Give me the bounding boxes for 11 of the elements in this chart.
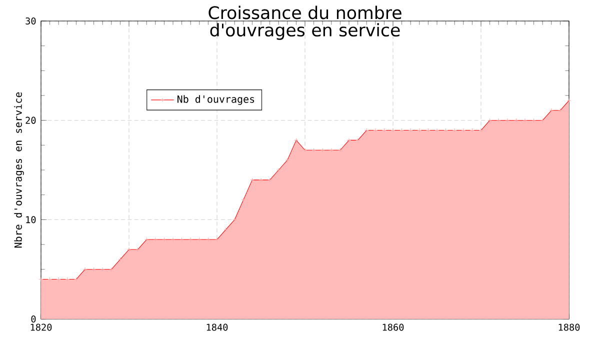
x-tick-label: 1880 — [558, 324, 580, 331]
chart-title: Croissance du nombre d'ouvrages en service — [208, 6, 402, 40]
y-axis-title: Nbre d'ouvrages en service — [14, 92, 24, 248]
y-tick-label: 30 — [26, 17, 36, 25]
y-tick-label: 10 — [26, 216, 36, 224]
y-tick-label: 0 — [31, 315, 36, 323]
legend-label: Nb d'ouvrages — [177, 95, 254, 105]
x-tick-label: 1820 — [30, 324, 52, 331]
x-tick-label: 1860 — [382, 324, 404, 331]
x-tick-label: 1840 — [206, 324, 228, 331]
y-tick-label: 20 — [26, 116, 36, 124]
